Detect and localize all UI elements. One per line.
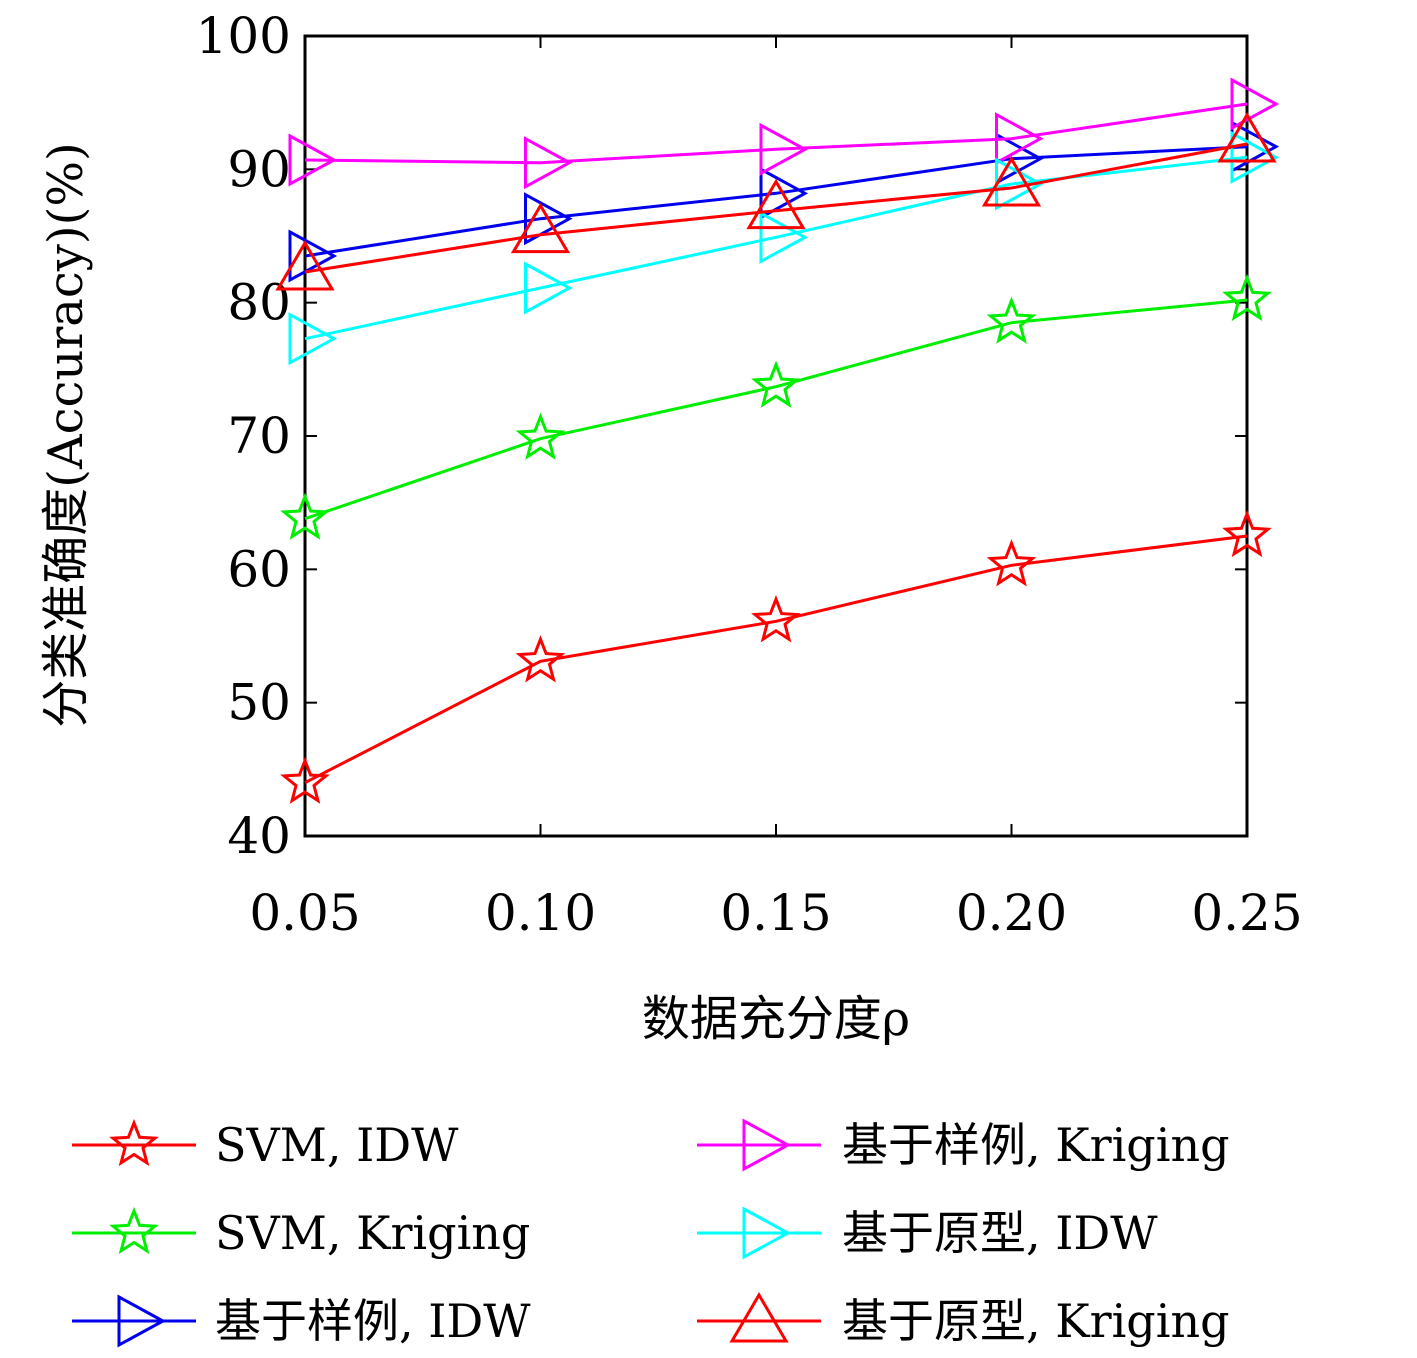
series-line — [304, 155, 1248, 341]
data-point-marker — [524, 261, 573, 315]
series-line — [304, 145, 1248, 258]
legend-marker — [109, 1206, 159, 1255]
x-tick-label: 0.25 — [1191, 884, 1302, 942]
data-point-marker — [751, 360, 801, 408]
data-point-marker — [515, 412, 566, 460]
data-point-marker — [1217, 112, 1277, 163]
data-point-marker — [751, 595, 801, 643]
y-tick-label: 50 — [227, 674, 291, 732]
series-line — [304, 142, 1248, 274]
legend-label: 基于原型, IDW — [842, 1206, 1158, 1260]
data-point-marker — [986, 539, 1037, 587]
y-axis-title: 分类准确度(Accuracy)(%) — [38, 142, 94, 727]
legend-entry: SVM, IDW — [72, 1118, 459, 1172]
legend-entry: 基于原型, Kriging — [697, 1292, 1230, 1348]
data-point-marker — [280, 756, 330, 804]
legend-label: 基于样例, Kriging — [842, 1118, 1230, 1172]
data-point-marker — [524, 136, 573, 190]
data-point-marker — [1230, 130, 1280, 184]
x-axis-title: 数据充分度ρ — [642, 991, 910, 1047]
data-point-marker — [288, 229, 338, 283]
series-line — [304, 102, 1248, 165]
data-point-marker — [280, 492, 330, 540]
series-line — [304, 298, 1248, 521]
data-point-marker — [524, 192, 573, 246]
series-1 — [280, 509, 1272, 804]
series-6 — [275, 112, 1277, 291]
y-tick-label: 70 — [227, 407, 291, 465]
series-layer — [275, 77, 1280, 804]
legend-label: SVM, IDW — [215, 1118, 459, 1172]
series-5 — [288, 130, 1280, 366]
x-tick-label: 0.20 — [956, 884, 1067, 942]
data-point-marker — [510, 202, 571, 254]
data-point-marker — [288, 312, 338, 366]
y-tick-label: 40 — [227, 807, 291, 865]
legend-marker — [742, 1118, 792, 1172]
data-point-marker — [986, 296, 1037, 344]
legend-entry: 基于样例, Kriging — [697, 1118, 1230, 1172]
data-point-marker — [288, 133, 338, 187]
data-point-marker — [759, 166, 809, 220]
series-2 — [280, 273, 1272, 540]
data-point-marker — [275, 240, 335, 291]
x-tick-label: 0.15 — [720, 884, 831, 942]
legend-marker — [729, 1292, 789, 1343]
legend-marker — [117, 1294, 167, 1348]
legend: SVM, IDW SVM, Kriging 基于样例, IDW 基于样例, Krigi… — [72, 1118, 1230, 1348]
data-point-marker — [995, 112, 1044, 166]
data-point-marker — [759, 122, 809, 176]
series-line — [304, 534, 1248, 785]
y-axis-title-group: 分类准确度(Accuracy)(%) — [38, 142, 94, 727]
legend-entry: SVM, Kriging — [72, 1206, 530, 1260]
legend-label: SVM, Kriging — [215, 1206, 530, 1260]
series-4 — [288, 77, 1280, 190]
legend-entry: 基于样例, IDW — [72, 1294, 531, 1348]
plot-area-frame — [303, 34, 1249, 838]
y-tick-label: 100 — [196, 7, 291, 65]
series-3 — [288, 120, 1280, 283]
legend-marker — [742, 1206, 792, 1260]
x-tick-label: 0.05 — [249, 884, 360, 942]
legend-entry: 基于原型, IDW — [697, 1206, 1158, 1260]
data-point-marker — [515, 635, 566, 683]
data-point-marker — [1222, 509, 1272, 558]
data-point-marker — [1230, 77, 1280, 131]
data-point-marker — [746, 178, 806, 230]
data-point-marker — [759, 210, 809, 264]
x-tick-label: 0.10 — [485, 884, 596, 942]
y-tick-label: 90 — [227, 140, 291, 198]
y-tick-label: 60 — [227, 540, 291, 598]
legend-label: 基于原型, Kriging — [842, 1294, 1230, 1348]
legend-marker — [109, 1118, 159, 1167]
data-point-marker — [981, 156, 1042, 207]
data-point-marker — [1222, 273, 1272, 322]
legend-label: 基于样例, IDW — [215, 1294, 531, 1348]
